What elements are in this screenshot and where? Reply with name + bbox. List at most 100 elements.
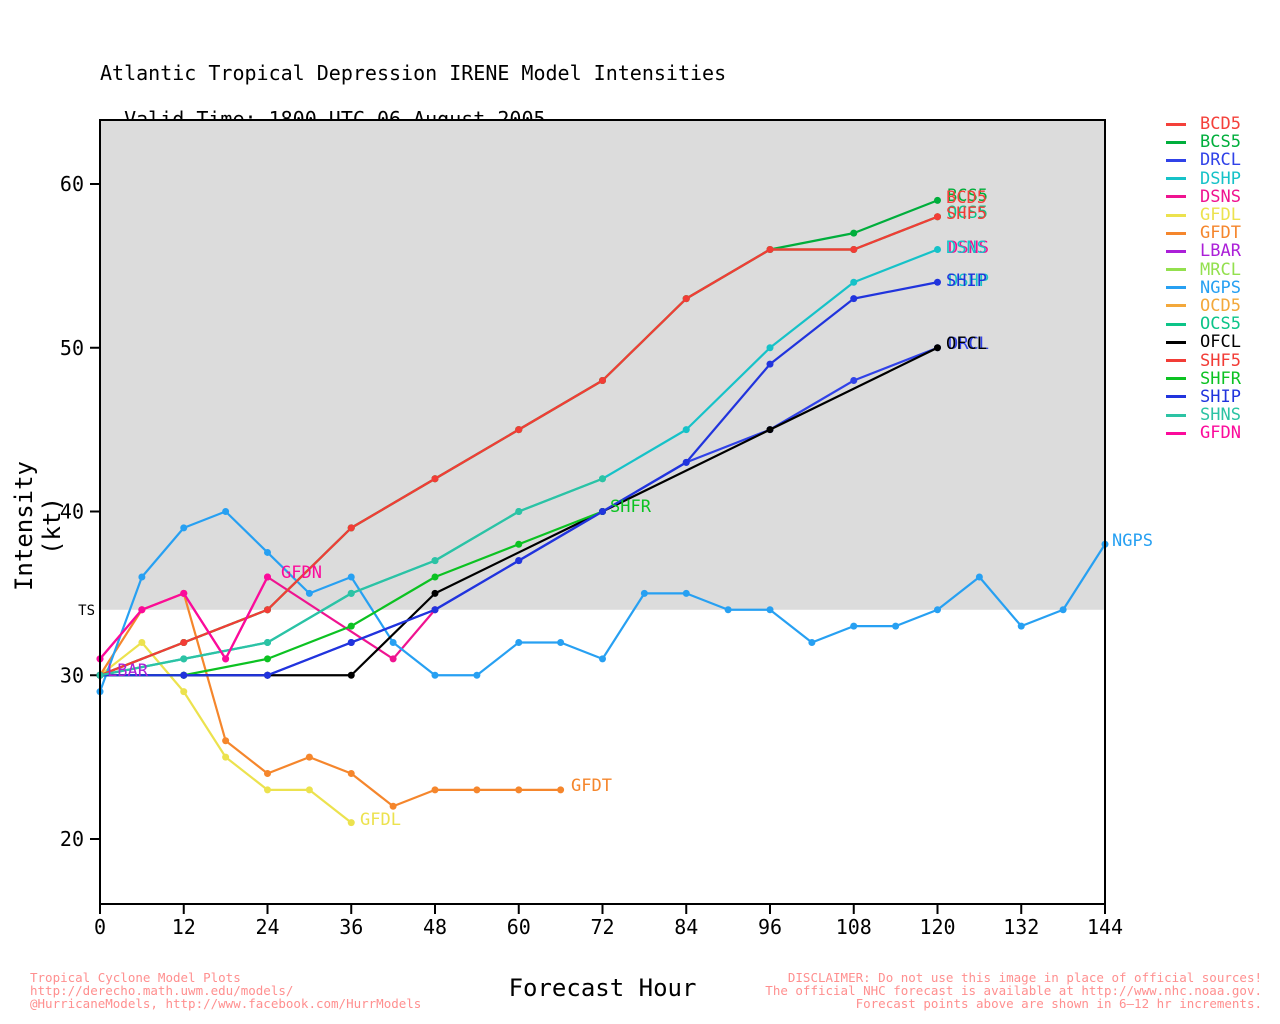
legend-swatch-mrcl — [1166, 268, 1186, 272]
legend-label-shf5: SHF5 — [1200, 350, 1241, 371]
x-tick-label-60: 60 — [507, 915, 531, 939]
series-point-gfdt-66h — [557, 786, 565, 794]
legend-swatch-ship — [1166, 395, 1186, 399]
legend-swatch-bcs5 — [1166, 140, 1186, 144]
chart-title-line1: Atlantic Tropical Depression IRENE Model… — [100, 61, 727, 85]
series-point-ship-84h — [682, 458, 690, 466]
x-tick-label-72: 72 — [590, 915, 614, 939]
x-tick-label-144: 144 — [1087, 915, 1123, 939]
series-point-dsns-42h — [389, 655, 397, 663]
x-tick-label-24: 24 — [255, 915, 279, 939]
series-point-ngps-24h — [264, 548, 271, 556]
line-label-shf5: SHF5 — [946, 204, 987, 224]
series-point-ship-120h — [934, 278, 941, 286]
legend-item-gfdn: GFDN — [1166, 423, 1241, 443]
legend-label-shfr: SHFR — [1200, 368, 1241, 389]
series-point-ofcl-120h — [934, 344, 941, 352]
y-tick-label-60: 60 — [60, 172, 84, 196]
series-point-shf5-60h — [515, 426, 523, 434]
legend-swatch-bcd5 — [1166, 122, 1186, 126]
series-point-ofcl-96h — [766, 426, 774, 434]
series-point-gfdl-12h — [180, 688, 188, 696]
legend-label-ocd5: OCD5 — [1200, 295, 1241, 316]
x-tick-label-36: 36 — [339, 915, 363, 939]
disclaimer-line-2: The official NHC forecast is available a… — [765, 983, 1262, 998]
series-point-ship-48h — [431, 606, 439, 614]
series-point-ngps-18h — [222, 508, 230, 515]
line-label-bcd5: BCD5 — [946, 188, 987, 208]
x-tick-label-96: 96 — [758, 915, 782, 939]
series-point-shns-60h — [515, 508, 523, 515]
series-point-gfdl-18h — [222, 753, 230, 761]
x-tick-label-132: 132 — [1003, 915, 1039, 939]
series-point-ngps-84h — [682, 589, 690, 597]
series-point-shf5-12h — [180, 639, 188, 646]
series-point-shns-24h — [264, 639, 271, 646]
series-point-shfr-36h — [347, 622, 355, 630]
legend-item-shns: SHNS — [1166, 405, 1241, 426]
legend-label-shns: SHNS — [1200, 405, 1241, 426]
series-point-shns-48h — [431, 557, 439, 565]
line-label-echo-bcs5: BCS5 — [947, 186, 988, 206]
series-point-shf5-72h — [599, 377, 606, 384]
model-legend: BCD5 BCS5 DRCL DSHP DSNS GFDL GFDT LBAR MRCL NGPS… — [1166, 114, 1241, 443]
x-tick-label-0: 0 — [94, 915, 106, 939]
legend-item-bcs5: BCS5 — [1166, 132, 1241, 152]
legend-swatch-gfdn — [1166, 431, 1186, 435]
series-line-gfdt — [99, 592, 561, 808]
legend-label-ocs5: OCS5 — [1200, 314, 1241, 335]
series-point-gfdt-36h — [347, 770, 355, 777]
line-label-ship: SHIP — [946, 271, 987, 291]
legend-swatch-ofcl — [1166, 340, 1186, 344]
line-label-gfdt: GFDT — [571, 776, 612, 796]
series-point-gfdt-42h — [389, 802, 397, 810]
series-point-drcl-108h — [850, 377, 858, 384]
series-point-ngps-66h — [557, 639, 565, 646]
footer-credit: Tropical Cyclone Model Plots http://dere… — [30, 971, 421, 1010]
series-point-ship-96h — [766, 360, 774, 368]
series-point-gfdl-6h — [138, 639, 146, 646]
series-point-shf5-96h — [766, 246, 774, 253]
x-tick-label-120: 120 — [919, 915, 955, 939]
series-point-bcs5-120h — [934, 196, 941, 204]
series-point-ofcl-48h — [431, 589, 439, 597]
y-axis-title: Intensity (kt) — [10, 460, 66, 592]
disclaimer-line-1: DISCLAIMER: Do not use this image in pla… — [787, 970, 1262, 985]
legend-label-lbar: LBAR — [1200, 241, 1241, 262]
series-point-gfdt-24h — [264, 770, 271, 777]
series-point-ngps-108h — [850, 622, 858, 630]
credit-line-1: Tropical Cyclone Model Plots — [30, 970, 241, 985]
line-label-echo-dshp: DSHP — [948, 271, 989, 291]
line-label-echo-drcl: DRCL — [948, 334, 989, 354]
legend-label-ngps: NGPS — [1200, 277, 1241, 298]
legend-item-gfdl: GFDL — [1166, 205, 1241, 225]
series-point-shns-36h — [347, 589, 355, 597]
series-point-gfdt-60h — [515, 786, 523, 794]
series-point-ship-12h — [180, 671, 188, 679]
legend-label-mrcl: MRCL — [1200, 259, 1241, 280]
series-point-shns-72h — [599, 475, 606, 483]
legend-swatch-gfdl — [1166, 213, 1186, 217]
series-point-dshp-96h — [766, 344, 774, 352]
y-tick-label-50: 50 — [60, 336, 84, 360]
legend-swatch-shfr — [1166, 377, 1186, 381]
series-point-shns-12h — [180, 655, 188, 663]
ts-threshold-label: TS — [78, 603, 95, 619]
series-point-dshp-84h — [682, 426, 690, 434]
x-tick-label-48: 48 — [423, 915, 447, 939]
x-tick-label-84: 84 — [674, 915, 698, 939]
series-point-ship-36h — [347, 639, 355, 646]
y-tick-label-30: 30 — [60, 663, 84, 687]
legend-swatch-drcl — [1166, 158, 1186, 162]
series-point-ship-24h — [264, 671, 271, 679]
series-point-gfdl-36h — [347, 819, 355, 827]
legend-swatch-ocd5 — [1166, 304, 1186, 308]
legend-swatch-shns — [1166, 413, 1186, 417]
credit-line-3: @HurricaneModels, http://www.facebook.co… — [30, 996, 422, 1011]
series-point-ngps-132h — [1017, 622, 1025, 630]
series-point-ngps-48h — [431, 671, 439, 679]
series-point-gfdl-30h — [305, 786, 313, 794]
legend-item-ocs5: OCS5 — [1166, 314, 1241, 335]
